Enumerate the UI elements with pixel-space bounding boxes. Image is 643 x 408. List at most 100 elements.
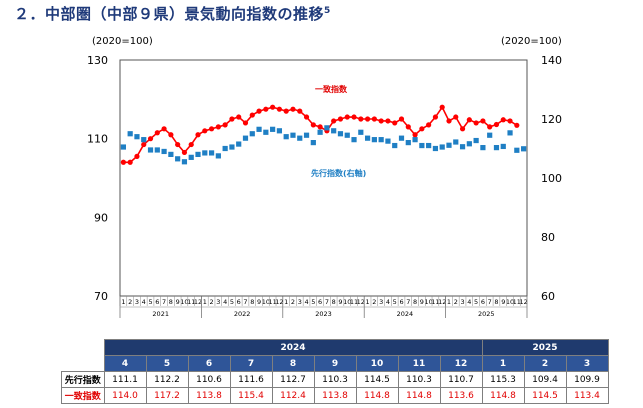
title-text: ２．中部圏（中部９県）景気動向指数の推移 (14, 5, 325, 23)
coincident-index-point (337, 116, 344, 122)
leading-index-point (500, 143, 506, 150)
leading-index-point (303, 132, 310, 138)
coincident-index-point (412, 132, 418, 138)
x-month-label: 6 (237, 298, 241, 306)
leading-index-point (398, 135, 405, 141)
x-month-label: 7 (488, 298, 492, 306)
leading-index-point (419, 142, 425, 149)
x-month-label: 8 (332, 298, 336, 306)
year-header: 2024 (103, 339, 483, 356)
leading-index-point (358, 129, 364, 135)
x-month-label: 4 (467, 298, 471, 306)
leading-index-point (236, 141, 242, 147)
coincident-index-point (249, 112, 255, 118)
coincident-index-point (229, 116, 235, 122)
leading-index-point (202, 150, 208, 156)
leading-index-point (208, 150, 215, 156)
x-month-label: 9 (420, 298, 424, 306)
y-left-tick-label: 130 (87, 54, 108, 67)
x-month-label: 7 (243, 298, 247, 306)
x-month-label: 12 (357, 298, 365, 306)
leading-index-point (168, 151, 174, 157)
table-cell: 117.2 (145, 387, 189, 404)
coincident-index-point (208, 126, 215, 132)
month-header: 2 (523, 355, 567, 372)
leading-index-point (297, 135, 303, 141)
coincident-index-point (303, 114, 310, 120)
x-month-label: 3 (460, 298, 464, 306)
page-title: ２．中部圏（中部９県）景気動向指数の推移5 (14, 3, 331, 24)
leading-index-point (331, 128, 337, 134)
coincident-index-point (432, 114, 439, 120)
coincident-index-point (466, 117, 472, 123)
x-month-label: 2 (210, 298, 214, 306)
x-month-label: 6 (481, 298, 485, 306)
month-header: 9 (313, 355, 357, 372)
leading-index-point (181, 159, 188, 165)
x-month-label: 10 (425, 298, 433, 306)
leading-index-point (195, 151, 201, 157)
title-footnote-mark: 5 (324, 6, 331, 16)
coincident-index-point (236, 114, 242, 120)
x-month-label: 2 (128, 298, 132, 306)
year-header: 2025 (481, 339, 609, 356)
leading-index-point (276, 128, 283, 134)
x-month-label: 11 (350, 298, 358, 306)
table-cell: 113.8 (313, 387, 357, 404)
coincident-index-point (405, 124, 411, 130)
table-cell: 114.0 (103, 387, 147, 404)
table-corner (61, 355, 104, 372)
x-month-label: 5 (230, 298, 234, 306)
month-header: 5 (145, 355, 189, 372)
leading-index-point (514, 147, 520, 153)
coincident-index-point (283, 108, 289, 114)
coincident-index-point (514, 122, 520, 128)
table-cell: 113.6 (439, 387, 483, 404)
x-month-label: 7 (406, 298, 410, 306)
x-month-label: 10 (343, 298, 351, 306)
leading-index-point (127, 131, 133, 137)
leading-index-point (263, 129, 269, 135)
table-cell: 114.8 (397, 387, 441, 404)
x-month-label: 2 (454, 298, 458, 306)
x-month-label: 8 (169, 298, 173, 306)
x-month-label: 11 (268, 298, 276, 306)
x-month-label: 10 (506, 298, 514, 306)
y-right-tick-label: 60 (541, 290, 555, 303)
coincident-index-point (222, 122, 228, 128)
leading-index-point (283, 134, 289, 140)
leading-index-point (459, 144, 466, 150)
table-corner (61, 339, 104, 356)
y-left-tick-label: 90 (94, 211, 108, 224)
coincident-index-point (290, 106, 296, 112)
x-year-label: 2024 (397, 310, 414, 318)
leading-index-point (493, 145, 500, 151)
coincident-index-point (507, 118, 513, 124)
coincident-index-point (297, 108, 303, 114)
leading-index-point (507, 130, 513, 136)
x-month-label: 4 (386, 298, 390, 306)
coincident-index-point (195, 132, 201, 138)
coincident-index-point (317, 124, 323, 130)
leading-index-point (521, 146, 527, 152)
x-month-label: 9 (338, 298, 342, 306)
coincident-index-point (500, 117, 506, 123)
x-month-label: 1 (203, 298, 207, 306)
table-cell: 115.4 (229, 387, 273, 404)
coincident-index-point (270, 104, 276, 110)
x-month-label: 12 (519, 298, 527, 306)
coincident-index-point (120, 159, 126, 165)
leading-index-point (270, 126, 276, 132)
coincident-index-point (392, 120, 398, 126)
month-header: 12 (439, 355, 483, 372)
table-cell: 113.8 (187, 387, 231, 404)
leading-index-point (134, 134, 140, 140)
month-header: 8 (271, 355, 315, 372)
x-month-label: 11 (187, 298, 195, 306)
x-month-label: 7 (325, 298, 329, 306)
coincident-index-point (439, 104, 445, 110)
leading-index-point (337, 131, 344, 137)
x-month-label: 6 (155, 298, 159, 306)
x-month-label: 4 (142, 298, 146, 306)
x-month-label: 6 (318, 298, 322, 306)
